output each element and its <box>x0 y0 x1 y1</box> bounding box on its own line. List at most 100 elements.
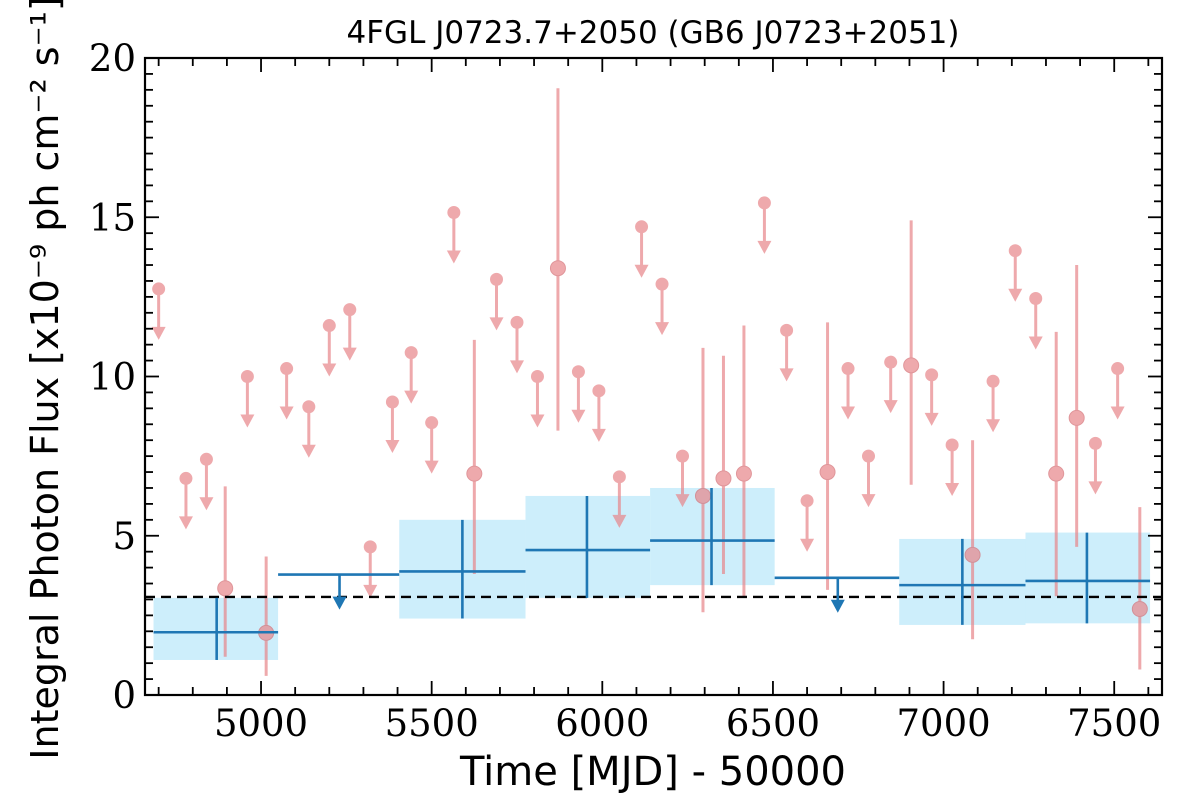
short-bin-upper-limit <box>199 452 214 511</box>
short-bin-upper-limit <box>571 365 586 423</box>
upper-limit-marker <box>425 416 439 430</box>
long-bin-upper-limit <box>278 573 400 610</box>
short-bin-upper-limit <box>883 355 898 414</box>
long-bin-detection <box>525 495 651 598</box>
upper-limit-arrow <box>1110 406 1125 420</box>
short-bin-detection <box>964 440 981 640</box>
long-bin-upper-limit <box>774 576 900 613</box>
upper-limit-marker <box>945 438 959 452</box>
y-tick-label: 10 <box>89 356 136 399</box>
short-bin-upper-limit <box>240 370 255 428</box>
long-bin-detection <box>153 597 279 660</box>
short-bin-upper-limit <box>841 362 856 420</box>
upper-limit-arrow <box>591 428 606 442</box>
y-axis-label: Integral Photon Flux [x10⁻⁹ ph cm⁻² s⁻¹] <box>23 0 67 760</box>
short-bin-detection <box>715 355 732 574</box>
short-bin-marker <box>549 260 566 277</box>
short-bin-upper-limit <box>363 540 378 598</box>
short-bin-marker <box>1048 465 1065 482</box>
y-tick-label: 15 <box>89 196 136 239</box>
upper-limit-arrow <box>530 414 545 428</box>
short-bin-upper-limit <box>530 370 545 428</box>
short-bin-upper-limit <box>861 449 876 508</box>
upper-limit-marker <box>490 272 504 286</box>
upper-limit-arrow <box>151 326 166 340</box>
upper-limit-marker <box>302 400 316 414</box>
long-bin-detection <box>899 538 1026 625</box>
upper-limit-arrow <box>883 400 898 414</box>
short-bin-marker <box>217 580 234 597</box>
upper-limit-marker <box>240 370 254 383</box>
upper-limit-arrow <box>924 412 939 426</box>
upper-limit-marker <box>800 494 814 508</box>
upper-limit-marker <box>447 205 461 219</box>
short-bin-upper-limit <box>1008 244 1023 302</box>
upper-limit-marker <box>592 384 606 398</box>
short-bin-marker <box>715 470 732 487</box>
short-bin-upper-limit <box>675 449 690 508</box>
x-tick-label: 5000 <box>214 702 308 745</box>
short-bin-upper-limit <box>178 471 193 530</box>
upper-limit-marker <box>757 196 771 210</box>
long-bin-layer <box>153 487 1151 660</box>
upper-limit-marker <box>862 449 876 463</box>
upper-limit-marker <box>510 315 524 329</box>
upper-limit-marker <box>655 277 669 291</box>
short-bin-detection <box>549 88 566 431</box>
short-bin-detection <box>735 325 752 597</box>
short-bin-upper-limit <box>489 272 504 331</box>
short-bin-upper-limit <box>779 323 794 382</box>
x-tick-label: 7500 <box>1067 702 1161 745</box>
x-tick-label: 5500 <box>385 702 479 745</box>
short-bin-detection <box>903 220 920 485</box>
y-tick-label: 0 <box>112 674 136 717</box>
upper-limit-arrow <box>861 494 876 508</box>
x-tick-label: 6000 <box>555 702 649 745</box>
short-bin-layer <box>151 88 1148 676</box>
x-tick-label: 6500 <box>726 702 820 745</box>
long-bin-ul-arrow <box>332 596 347 610</box>
short-bin-marker <box>964 546 981 563</box>
short-bin-upper-limit <box>1088 436 1103 495</box>
upper-limit-arrow <box>240 414 255 428</box>
y-tick-label: 5 <box>112 515 136 558</box>
short-bin-marker <box>694 487 711 504</box>
upper-limit-marker <box>322 319 336 333</box>
short-bin-marker <box>466 465 483 482</box>
upper-limit-arrow <box>199 497 214 511</box>
upper-limit-marker <box>884 355 898 369</box>
upper-limit-arrow <box>986 419 1001 433</box>
short-bin-upper-limit <box>591 384 606 442</box>
short-bin-detection <box>1131 507 1148 670</box>
short-bin-marker <box>903 357 920 374</box>
upper-limit-arrow <box>841 406 856 420</box>
x-tick-label: 7000 <box>896 702 990 745</box>
upper-limit-marker <box>1029 291 1043 305</box>
y-tick-label: 20 <box>89 37 136 80</box>
upper-limit-arrow <box>178 516 193 530</box>
upper-limit-arrow <box>800 538 815 552</box>
upper-limit-marker <box>571 365 585 379</box>
upper-limit-arrow <box>779 368 794 382</box>
upper-limit-arrow <box>675 494 690 508</box>
upper-limit-marker <box>530 370 544 383</box>
short-bin-upper-limit <box>945 438 960 496</box>
short-bin-detection <box>1048 331 1065 597</box>
short-bin-marker <box>735 465 752 482</box>
upper-limit-marker <box>179 471 193 485</box>
short-bin-upper-limit <box>385 395 400 453</box>
upper-limit-arrow <box>446 250 461 264</box>
chart-title: 4FGL J0723.7+2050 (GB6 J0723+2051) <box>347 15 960 51</box>
upper-limit-marker <box>635 220 649 234</box>
long-bin-detection <box>650 487 775 586</box>
upper-limit-arrow <box>363 584 378 598</box>
upper-limit-marker <box>676 449 690 463</box>
short-bin-detection <box>217 486 234 657</box>
short-bin-upper-limit <box>1028 291 1043 350</box>
upper-limit-arrow <box>279 406 294 420</box>
short-bin-marker <box>819 464 836 481</box>
axes-ticks: 5000 5500 6000 6500 7000 7500 0 5 10 15 20 <box>89 37 1162 745</box>
short-bin-upper-limit <box>322 319 337 377</box>
short-bin-upper-limit <box>986 374 1001 433</box>
